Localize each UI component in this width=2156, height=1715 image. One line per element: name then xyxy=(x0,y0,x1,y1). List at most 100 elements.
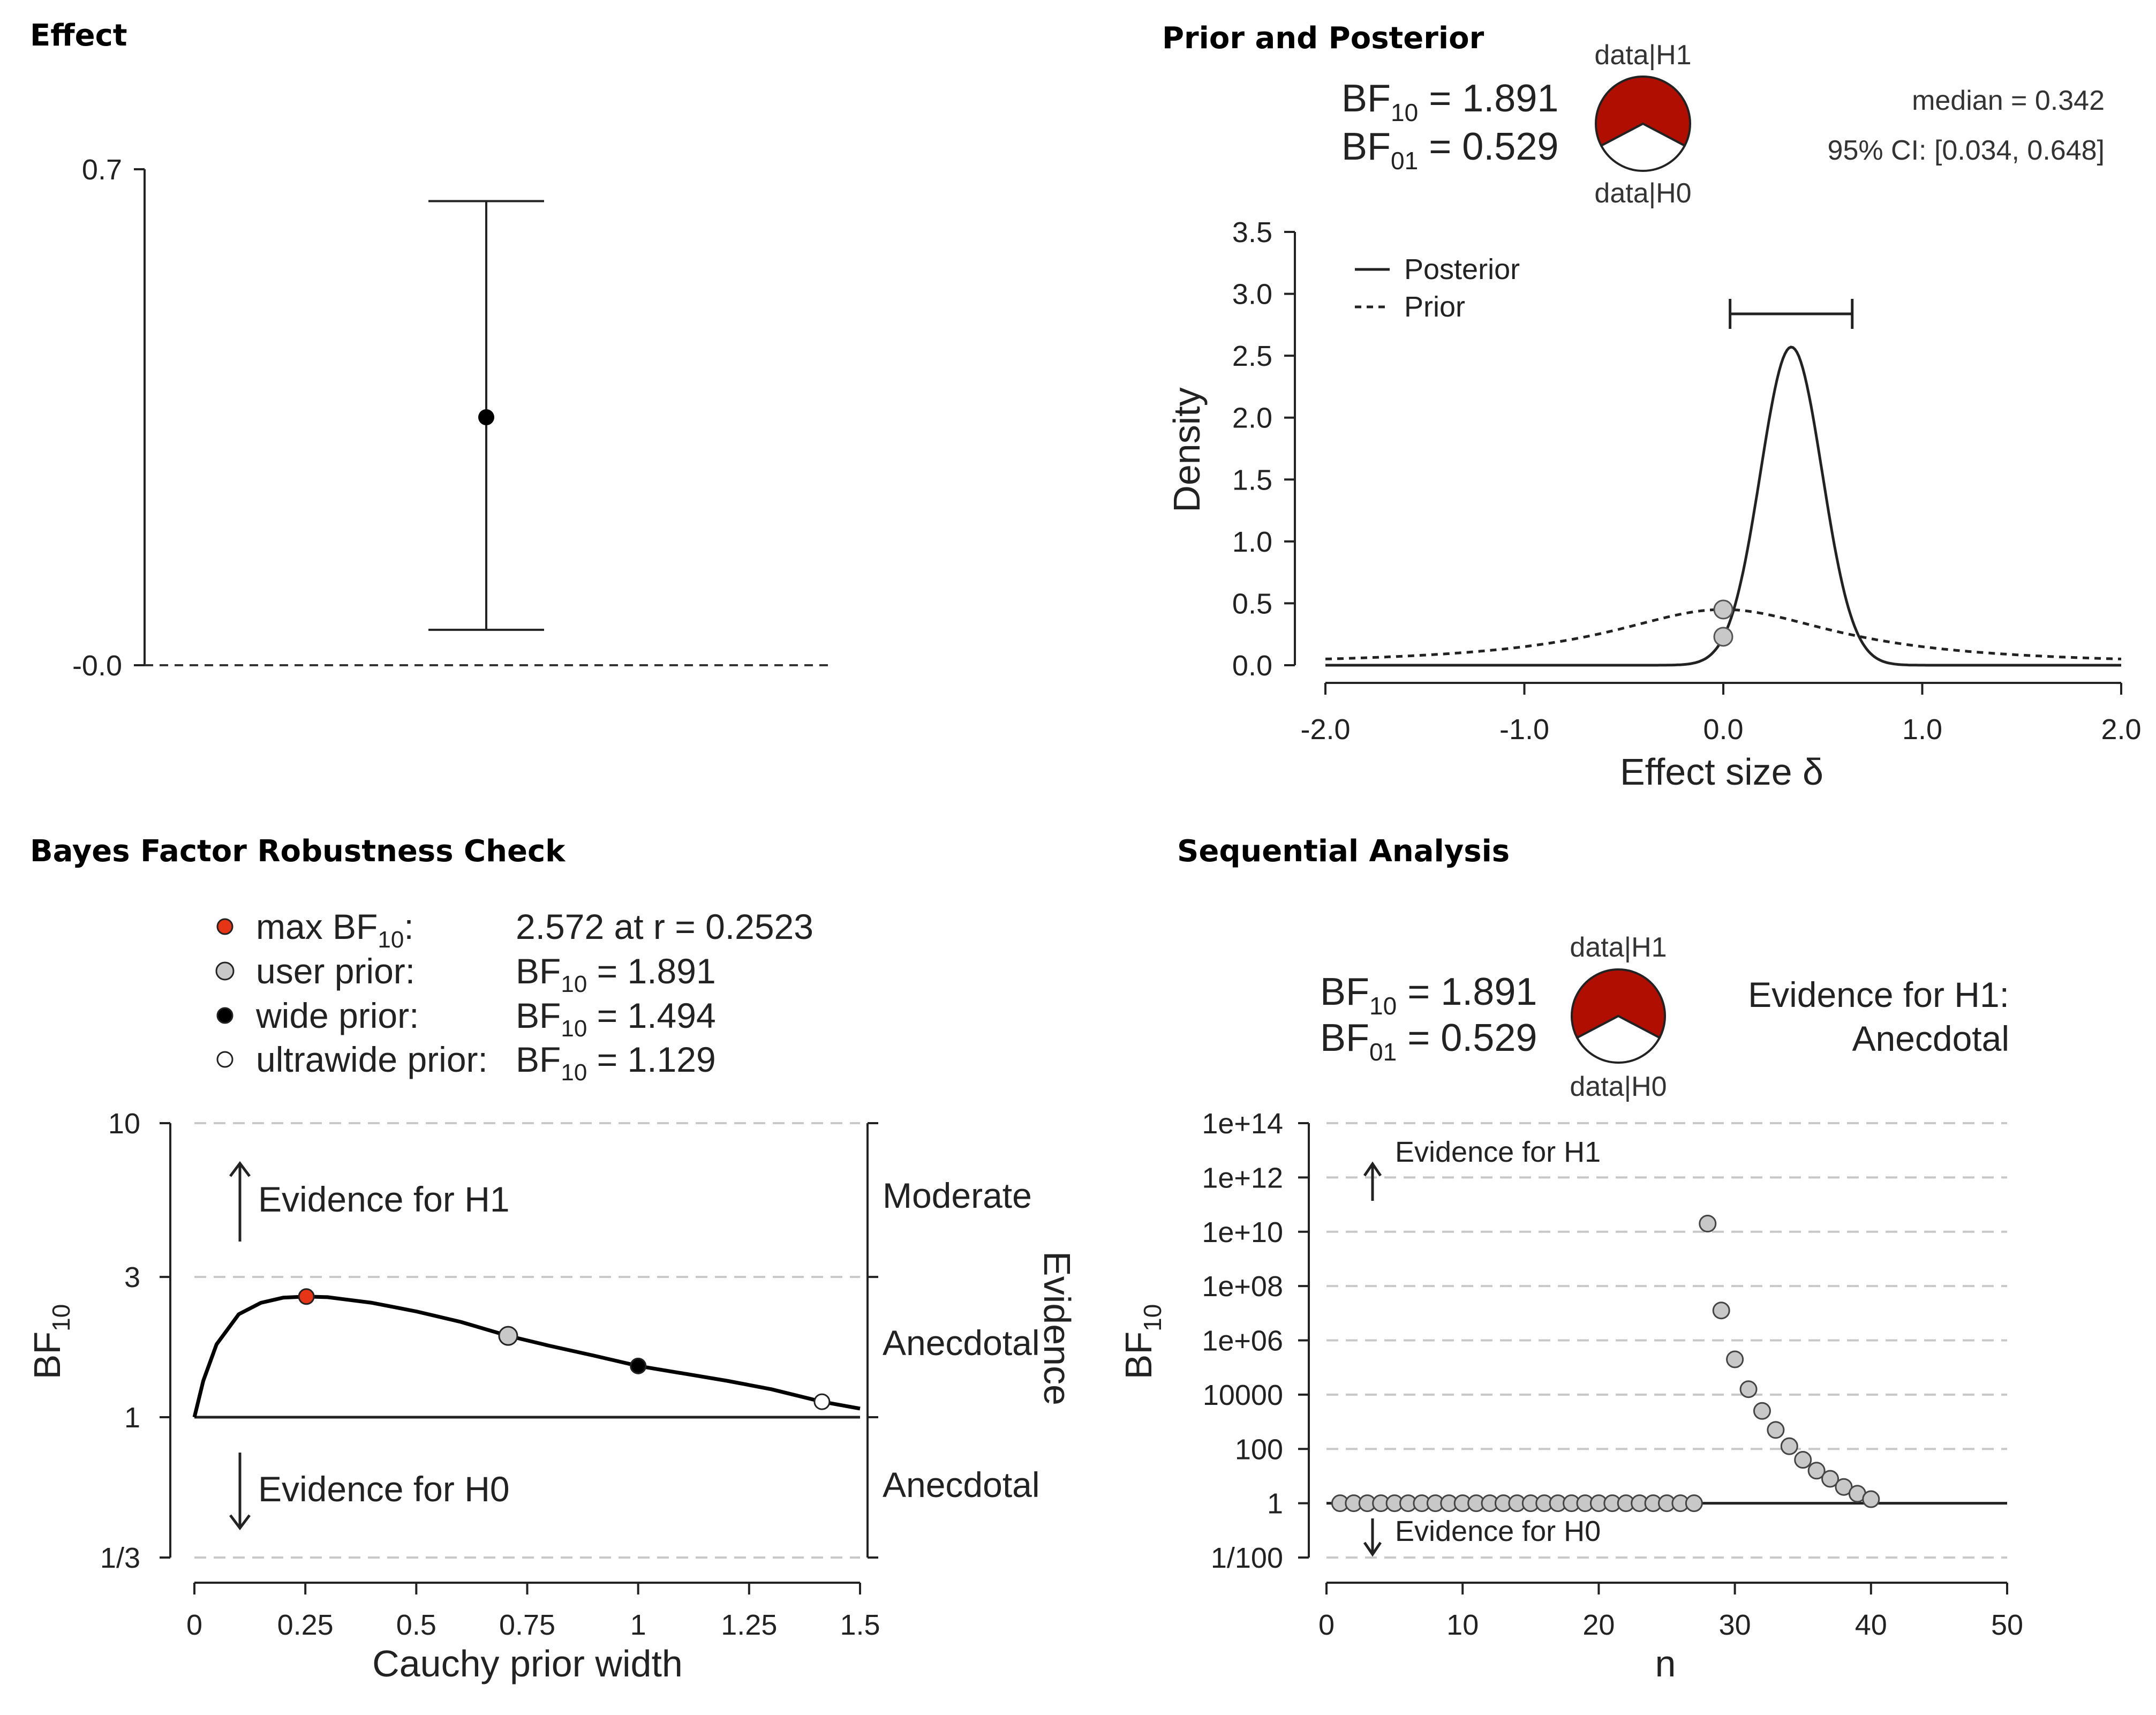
effect-y-tick-label: 0.7 xyxy=(82,154,122,186)
pp-y-tick-label: 2.5 xyxy=(1232,340,1272,372)
seq-pie-h1-slice xyxy=(1571,968,1666,1040)
pp-y-tick-label: 0.0 xyxy=(1232,650,1272,682)
seq-point xyxy=(1699,1215,1717,1233)
pp-y-axis-label: Density xyxy=(1166,387,1208,512)
seq-x-tick-label: 30 xyxy=(1719,1609,1751,1641)
pp-y-tick-label: 2.0 xyxy=(1232,402,1272,434)
seq-point xyxy=(1794,1451,1812,1469)
rob-plot-area xyxy=(192,1288,861,1419)
seq-bf01-readout: BF01 = 0.529 xyxy=(1320,1017,1537,1066)
seq-x-tick-label: 20 xyxy=(1582,1609,1615,1641)
posterior-point-at-zero xyxy=(1713,627,1733,647)
seq-x-tick-label: 40 xyxy=(1855,1609,1887,1641)
rob-evidence-h1: Evidence for H1 xyxy=(258,1179,510,1219)
prior-posterior-panel: Prior and Posterior BF10 = 1.891 BF01 = … xyxy=(1162,21,2142,793)
prior-point-at-zero xyxy=(1713,599,1733,620)
robustness-panel: Bayes Factor Robustness Check max BF10: … xyxy=(26,834,1078,1684)
seq-x-axis-label: n xyxy=(1655,1643,1676,1684)
pp-x-tick-label: 2.0 xyxy=(2101,713,2141,746)
rob-point-user xyxy=(498,1326,518,1346)
rob-point-ultrawide xyxy=(813,1393,831,1410)
legend-user-marker xyxy=(215,961,235,981)
rob-y-axis-label: BF10 xyxy=(26,1304,75,1380)
robustness-title: Bayes Factor Robustness Check xyxy=(30,834,566,869)
seq-pie-h0-slice xyxy=(1575,1014,1661,1064)
legend-prior-label: Prior xyxy=(1404,291,1465,323)
pp-x-axis-label: Effect size δ xyxy=(1620,751,1823,793)
legend-max-label: max BF10: xyxy=(256,907,414,953)
seq-x-tick-label: 0 xyxy=(1318,1609,1335,1641)
pp-y-tick-label: 1.0 xyxy=(1232,526,1272,558)
seq-y-tick-label: 100 xyxy=(1235,1433,1283,1465)
legend-user-label: user prior: xyxy=(256,951,415,991)
effect-y-tick-label: -0.0 xyxy=(72,650,122,682)
pp-y-tick-label: 1.5 xyxy=(1232,464,1272,496)
arrow-down-icon xyxy=(229,1453,251,1531)
rob-y-tick-label: 3 xyxy=(124,1261,140,1293)
rob-y-tick-label: 1/3 xyxy=(100,1542,140,1574)
pp-x-tick-label: 1.0 xyxy=(1902,713,1942,746)
effect-title: Effect xyxy=(30,18,127,53)
seq-evidence-title: Evidence for H1: xyxy=(1748,975,2009,1014)
seq-point xyxy=(1712,1302,1730,1320)
legend-wide-marker xyxy=(216,1007,233,1024)
seq-pie-label-h0: data|H0 xyxy=(1570,1071,1667,1102)
rob-point-wide xyxy=(630,1357,647,1374)
rob-x-tick-label: 0 xyxy=(186,1609,202,1641)
rob-x-axis-label: Cauchy prior width xyxy=(372,1643,683,1684)
seq-y-tick-label: 10000 xyxy=(1203,1379,1283,1411)
seq-evidence-category: Anecdotal xyxy=(1852,1019,2009,1058)
pp-y-tick-label: 0.5 xyxy=(1232,588,1272,620)
seq-y-tick-label: 1 xyxy=(1267,1488,1283,1520)
rob-zone-anecdotal-h1: Anecdotal xyxy=(883,1323,1040,1363)
seq-point xyxy=(1726,1350,1744,1368)
credible-interval: 95% CI: [0.034, 0.648] xyxy=(1828,135,2105,166)
seq-y-tick-label: 1/100 xyxy=(1211,1542,1283,1574)
rob-evidence-label: Evidence xyxy=(1036,1251,1078,1405)
effect-marks xyxy=(428,200,544,631)
seq-arrow-up-icon xyxy=(1363,1161,1382,1201)
rob-point-max xyxy=(298,1288,315,1305)
seq-point xyxy=(1862,1490,1880,1508)
rob-bf-curve xyxy=(192,1295,861,1418)
bf-pie-chart xyxy=(1595,76,1691,172)
rob-x-tick-label: 0.5 xyxy=(396,1609,436,1641)
pp-y-ticks: 3.5 3.0 2.5 2.0 1.5 1.0 0.5 0.0 xyxy=(1232,216,1295,682)
effect-point xyxy=(478,409,494,425)
rob-y-tick-label: 10 xyxy=(108,1108,140,1140)
rob-evidence-h0: Evidence for H0 xyxy=(258,1469,510,1509)
bf01-readout: BF01 = 0.529 xyxy=(1341,125,1558,175)
legend-wide-label: wide prior: xyxy=(255,996,419,1035)
pp-x-tick-label: 0.0 xyxy=(1703,713,1743,746)
seq-y-tick-label: 1e+12 xyxy=(1202,1162,1283,1194)
seq-y-ticks: 1e+14 1e+12 1e+10 1e+08 1e+06 10000 100 1 1/100 xyxy=(1202,1108,2007,1574)
seq-y-tick-label: 1e+14 xyxy=(1202,1108,1283,1140)
legend-ultrawide-marker xyxy=(216,1051,233,1068)
rob-zone-anecdotal-h0: Anecdotal xyxy=(883,1465,1040,1505)
rob-y-tick-label: 1 xyxy=(124,1402,140,1434)
seq-arrow-down-icon xyxy=(1363,1518,1382,1557)
rob-x-tick-label: 0.25 xyxy=(277,1609,334,1641)
legend-ultrawide-label: ultrawide prior: xyxy=(256,1040,488,1079)
seq-x-tick-label: 50 xyxy=(1991,1609,2023,1641)
sequential-panel: Sequential Analysis BF10 = 1.891 BF01 = … xyxy=(1118,834,2023,1684)
seq-evidence-h1: Evidence for H1 xyxy=(1395,1136,1601,1168)
pp-x-ticks: -2.0 -1.0 0.0 1.0 2.0 xyxy=(1300,683,2142,746)
seq-y-tick-label: 1e+08 xyxy=(1202,1270,1283,1303)
seq-point xyxy=(1739,1380,1758,1398)
seq-point xyxy=(1780,1437,1798,1455)
posterior-median: median = 0.342 xyxy=(1912,85,2105,116)
pp-plot-area xyxy=(1325,299,2122,667)
seq-x-tick-label: 10 xyxy=(1446,1609,1479,1641)
sequential-title: Sequential Analysis xyxy=(1177,834,1510,869)
pp-pie-h1-slice xyxy=(1595,76,1691,147)
legend-ultrawide-value: BF10 = 1.129 xyxy=(516,1040,716,1086)
pie-label-h0: data|H0 xyxy=(1594,178,1691,209)
seq-bf10-readout: BF10 = 1.891 xyxy=(1320,971,1537,1020)
prior-posterior-title: Prior and Posterior xyxy=(1162,21,1484,56)
seq-point xyxy=(1685,1494,1703,1513)
pp-x-tick-label: -2.0 xyxy=(1300,713,1350,746)
seq-pie-label-h1: data|H1 xyxy=(1570,932,1667,963)
rob-x-ticks: 0 0.25 0.5 0.75 1 1.25 1.5 xyxy=(186,1583,880,1641)
